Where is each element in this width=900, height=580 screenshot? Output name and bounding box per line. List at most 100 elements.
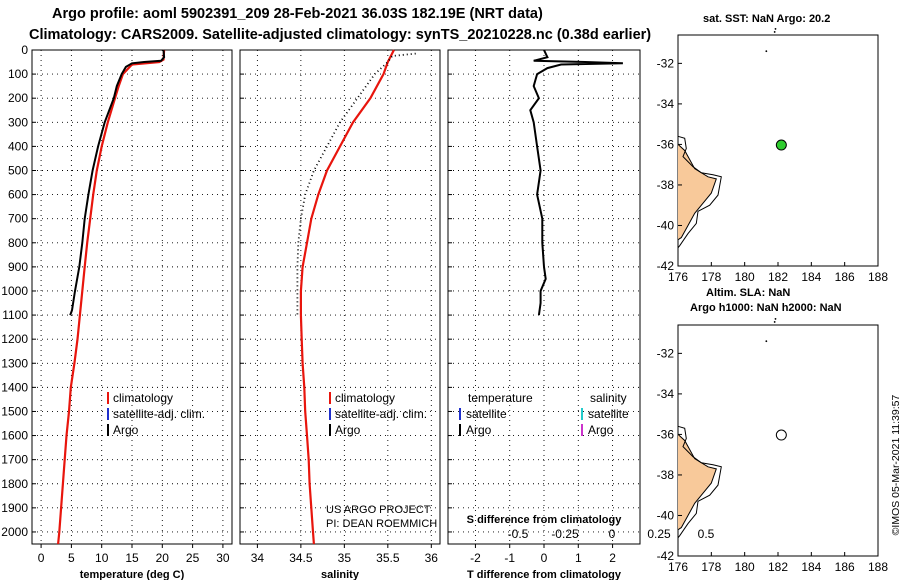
x-tick-label: -2	[470, 551, 481, 565]
sst-map-island	[765, 50, 768, 53]
y-tick-label: 2000	[1, 525, 28, 539]
x-axis-label: T difference from climatology	[467, 569, 622, 580]
y-tick-label: 1500	[1, 404, 28, 418]
panel-frame-2	[239, 49, 441, 545]
altim-map-x-tick-label: 176	[668, 560, 688, 574]
sst-map-x-tick-label: 188	[868, 270, 888, 284]
sst-map-frame	[677, 34, 879, 267]
altim-map-y-tick-label: -40	[657, 508, 675, 522]
x-axis-label: salinity	[321, 569, 360, 580]
altim-map-y-tick-label: -42	[657, 549, 675, 563]
x-tick-label: 35.5	[376, 551, 400, 565]
y-tick-label: 600	[8, 188, 28, 202]
legend-heading: temperature	[468, 391, 533, 405]
secondary-x-tick-label: -0.25	[551, 527, 579, 541]
y-tick-label: 1600	[1, 429, 28, 443]
series-argo-line	[296, 52, 416, 316]
sst-map-float-marker	[775, 139, 787, 151]
sst-map-x-tick-label: 186	[835, 270, 855, 284]
sst-map-island	[773, 31, 776, 33]
altim-map-y-tick-label: -38	[657, 468, 675, 482]
y-tick-label: 200	[8, 91, 28, 105]
altim-map-frame	[677, 324, 879, 557]
series-climatology-line	[57, 49, 166, 545]
sst-map-x-tick-label: 178	[701, 270, 721, 284]
legend-label: Argo	[588, 423, 614, 437]
sst-map-land	[678, 144, 717, 250]
series-argo-line	[69, 49, 166, 316]
legend-heading: salinity	[590, 391, 627, 405]
y-tick-label: 900	[8, 260, 28, 274]
x-tick-label: 30	[216, 551, 230, 565]
altim-map-island	[765, 340, 768, 343]
sst-map-y-tick-label: -32	[657, 56, 675, 70]
y-tick-label: 300	[8, 115, 28, 129]
x-tick-label: 0	[38, 551, 45, 565]
secondary-x-tick-label: 0	[609, 527, 616, 541]
x-tick-label: 5	[68, 551, 75, 565]
h-map-title: Argo h1000: NaN h2000: NaN	[690, 302, 842, 314]
altim-map-x-tick-label: 184	[801, 560, 821, 574]
pi-label: PI: DEAN ROEMMICH	[326, 518, 438, 530]
x-tick-label: 10	[95, 551, 109, 565]
y-tick-label: 1300	[1, 356, 28, 370]
altim-map-y-tick-label: -36	[657, 427, 675, 441]
x-tick-label: 36	[425, 551, 439, 565]
altim-map-island	[774, 318, 777, 320]
sst-map-coastline-inner	[677, 144, 717, 241]
legend-label: climatology	[335, 391, 395, 405]
legend-label: satellite	[588, 407, 629, 421]
y-tick-label: 700	[8, 212, 28, 226]
x-tick-label: 1	[575, 551, 582, 565]
legend-label: satellite-adj. clim.	[335, 407, 427, 421]
secondary-x-tick-label: 0.25	[647, 527, 671, 541]
sst-map-x-tick-label: 184	[801, 270, 821, 284]
series-climatology-line	[299, 49, 395, 545]
altim-map-x-tick-label: 178	[701, 560, 721, 574]
legend-label: satellite	[466, 407, 507, 421]
altim-map-x-tick-label: 186	[835, 560, 855, 574]
x-tick-label: 34	[251, 551, 265, 565]
sst-map-x-tick-label: 180	[735, 270, 755, 284]
figure-title-line2: Climatology: CARS2009. Satellite-adjuste…	[29, 27, 652, 43]
y-tick-label: 100	[8, 67, 28, 81]
x-tick-label: 25	[186, 551, 200, 565]
sst-map-island	[774, 28, 777, 30]
sst-map-x-tick-label: 176	[668, 270, 688, 284]
y-tick-label: 400	[8, 139, 28, 153]
x-tick-label: 15	[125, 551, 139, 565]
altim-map-x-tick-label: 180	[735, 560, 755, 574]
legend-label: Argo	[466, 423, 492, 437]
sst-map-y-tick-label: -42	[657, 259, 675, 273]
y-tick-label: 0	[21, 43, 28, 57]
altim-map-coastline-inner	[677, 434, 717, 531]
x-tick-label: 34.5	[289, 551, 313, 565]
legend-label: Argo	[335, 423, 361, 437]
sst-map-y-tick-label: -38	[657, 178, 675, 192]
secondary-x-axis-label: S difference from climatology	[467, 514, 623, 526]
sst-map-y-tick-label: -34	[657, 97, 675, 111]
legend-label: Argo	[113, 423, 139, 437]
altim-map-title: Altim. SLA: NaN	[706, 287, 791, 299]
panel-frame-3	[447, 49, 641, 545]
project-label: US ARGO PROJECT	[326, 504, 431, 516]
y-tick-label: 1200	[1, 332, 28, 346]
x-tick-label: 0	[541, 551, 548, 565]
figure-title-line1: Argo profile: aoml 5902391_209 28-Feb-20…	[52, 6, 543, 22]
sst-map-x-tick-label: 182	[768, 270, 788, 284]
altim-map-y-tick-label: -34	[657, 387, 675, 401]
x-axis-label: temperature (deg C)	[80, 569, 185, 580]
x-tick-label: -1	[504, 551, 515, 565]
series-t-difference-argo-line	[529, 49, 623, 316]
altim-map-x-tick-label: 188	[868, 560, 888, 574]
x-tick-label: 20	[156, 551, 170, 565]
sst-map-title: sat. SST: NaN Argo: 20.2	[703, 13, 831, 25]
x-tick-label: 35	[338, 551, 352, 565]
x-tick-label: 2	[609, 551, 616, 565]
legend-label: satellite-adj. clim.	[113, 407, 205, 421]
sst-map-y-tick-label: -36	[657, 137, 675, 151]
sst-map-y-tick-label: -40	[657, 218, 675, 232]
panel-frame-1	[31, 49, 233, 545]
y-tick-label: 1100	[2, 308, 28, 322]
